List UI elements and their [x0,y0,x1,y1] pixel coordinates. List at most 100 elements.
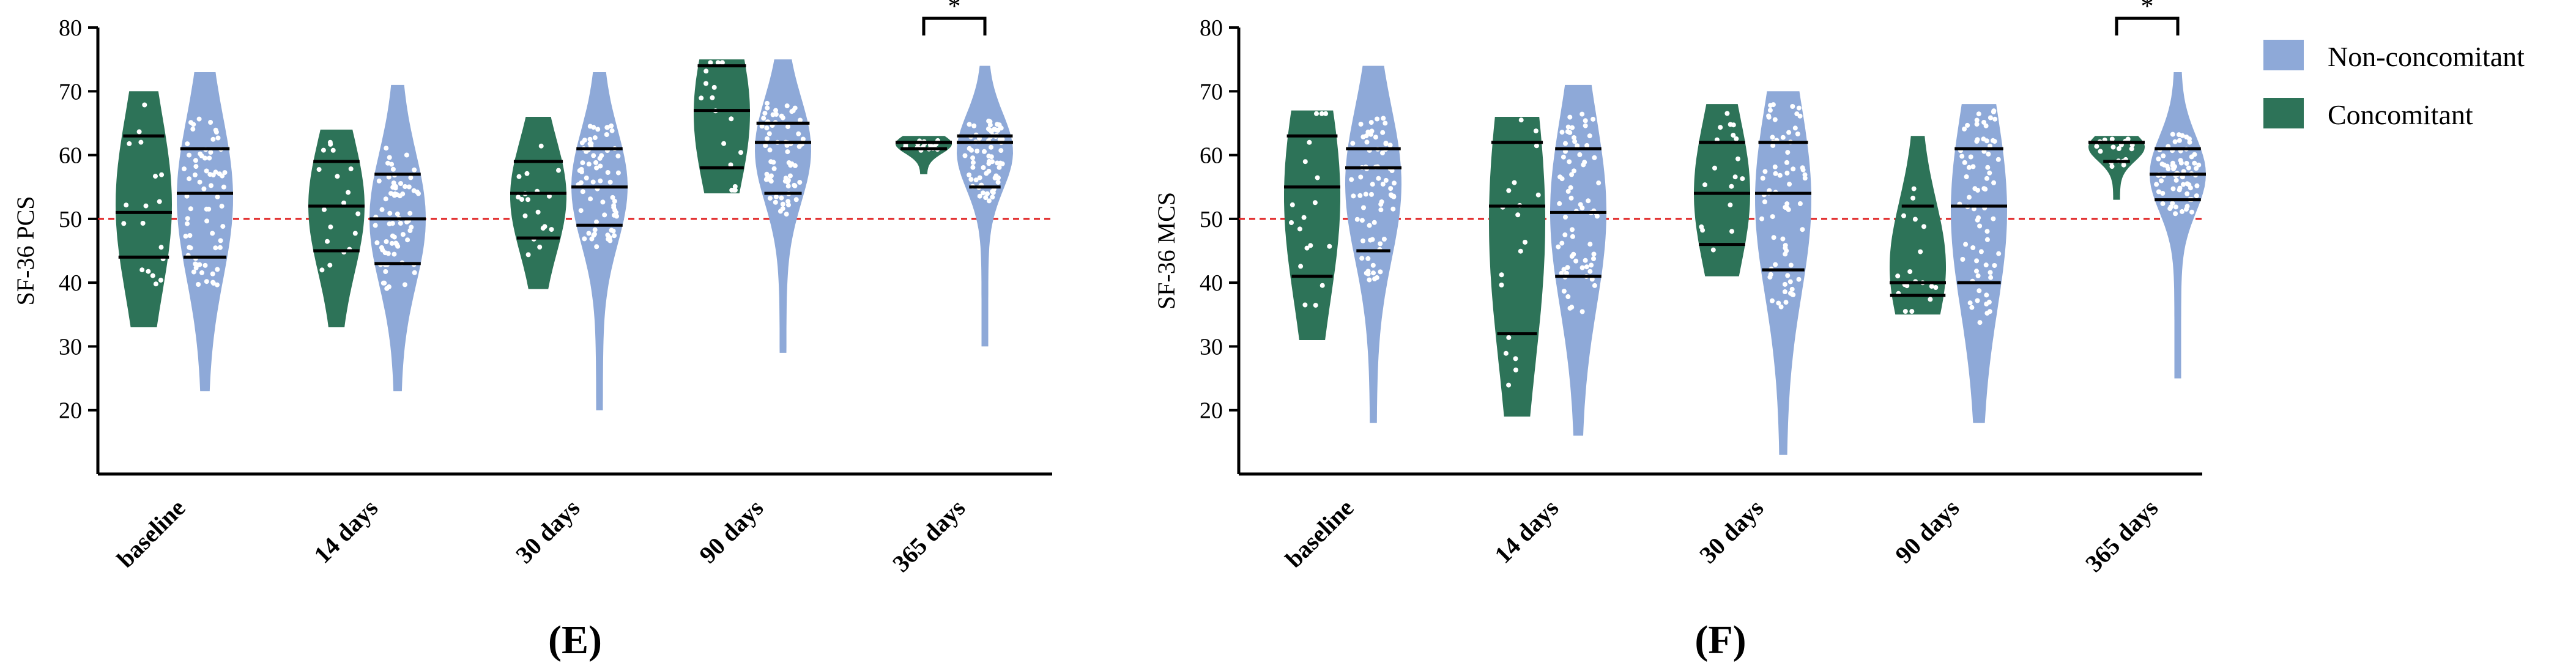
data-point [1559,270,1564,276]
data-point [1568,185,1573,190]
data-point [1902,309,1908,314]
data-point [997,137,1003,142]
data-point [1357,193,1363,198]
data-point [191,122,196,127]
data-point [187,176,192,182]
data-point [1724,111,1730,116]
data-point [1523,240,1527,245]
data-point [768,173,774,179]
data-point [738,150,743,155]
data-point [970,155,976,161]
data-point [1910,195,1916,201]
data-point [989,154,994,160]
data-point [1583,257,1588,263]
data-point [1587,269,1593,274]
data-point [213,130,219,135]
data-point [1380,150,1385,156]
data-point [1795,131,1800,136]
data-point [2181,182,2186,187]
data-point [1991,180,1997,185]
data-point [1729,183,1734,189]
y-tick-label: 20 [59,398,82,424]
y-tick-label: 80 [1200,15,1223,41]
violin-concomitant-14-days [1489,117,1545,417]
data-point [1771,235,1776,240]
data-point [1728,202,1733,208]
data-point [220,173,225,179]
data-point [328,224,333,230]
data-point [787,173,793,179]
data-point [412,270,417,275]
data-point [1772,117,1778,122]
data-point [400,191,406,197]
legend-swatch-non-concomitant [2263,40,2304,70]
data-point [1762,199,1767,204]
data-point [986,161,992,166]
data-point [143,203,149,209]
data-point [779,195,784,201]
data-point [611,203,617,209]
data-point [192,172,198,177]
data-point [408,175,414,180]
data-point [2173,204,2178,210]
data-point [386,284,392,289]
data-point [1981,120,1987,125]
data-point [780,206,785,212]
data-point [1784,205,1790,210]
data-point [1308,243,1313,248]
data-point [542,224,547,229]
significance-star: * [948,0,961,21]
data-point [1800,227,1805,232]
legend-label-non-concomitant: Non-concomitant [2328,41,2525,72]
data-point [786,202,791,208]
data-point [1351,193,1356,199]
data-point [2160,201,2166,206]
data-point [2189,209,2194,215]
data-point [595,127,601,132]
data-point [406,184,412,190]
data-point [2177,138,2182,143]
data-point [1918,249,1923,254]
data-point [415,189,420,194]
data-point [2170,186,2176,191]
data-point [785,183,791,189]
data-point [591,125,596,130]
data-point [210,280,216,285]
data-point [389,240,395,246]
data-point [352,231,358,236]
data-point [2161,153,2166,158]
data-point [615,154,621,159]
data-point [1376,176,1381,181]
data-point [1302,159,1308,165]
data-point [1984,302,1989,307]
data-point [1592,155,1597,160]
data-point [525,252,531,257]
x-tick-label-90-days: 90 days [1890,494,1964,569]
data-point [1975,217,1980,223]
data-point [611,228,616,234]
violin-non-concomitant-30-days [1755,91,1811,455]
data-point [1319,111,1324,116]
data-point [1383,120,1388,126]
y-tick-label: 50 [1200,207,1223,232]
data-point [762,111,768,116]
data-point [1770,298,1775,303]
y-tick-label: 30 [59,334,82,360]
data-point [1364,139,1370,145]
data-point [1573,258,1579,264]
data-point [158,278,163,283]
data-point [1368,120,1374,125]
data-point [765,100,770,106]
y-tick-label: 60 [59,143,82,169]
data-point [374,240,380,245]
violin-concomitant-14-days [308,129,365,328]
data-point [215,282,220,287]
data-point [1503,350,1509,356]
data-point [1978,249,1984,254]
data-point [380,247,385,253]
data-point [196,116,202,122]
data-point [1968,154,1973,160]
x-tick-label-14-days: 14 days [1489,494,1564,569]
data-point [1577,152,1583,157]
data-point [2109,164,2115,169]
